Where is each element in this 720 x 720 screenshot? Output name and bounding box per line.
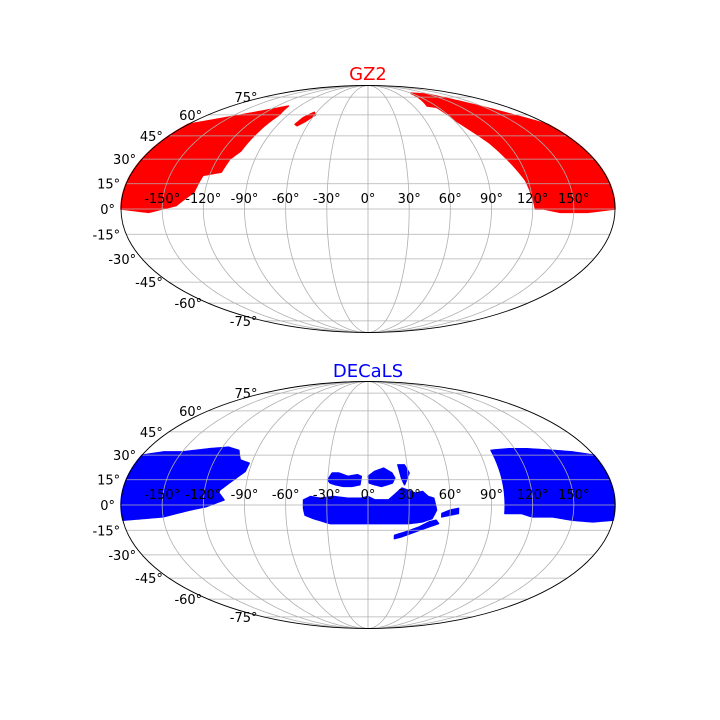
gz2-coverage-region — [294, 111, 317, 127]
decals-x-tick-label: 0° — [361, 488, 376, 503]
gz2-x-tick-label: -150° — [144, 192, 180, 207]
decals-x-tick-label: 60° — [439, 488, 462, 503]
decals-y-tick-label: 15° — [97, 474, 120, 489]
gz2-y-tick-label: 30° — [113, 153, 136, 168]
gz2-x-tick-label: 30° — [398, 192, 421, 207]
decals-y-tick-label: -75° — [230, 611, 258, 626]
decals-y-tick-label: 30° — [113, 449, 136, 464]
gz2-title: GZ2 — [349, 64, 387, 85]
gz2-y-tick-label: -15° — [92, 228, 120, 243]
decals-y-tick-label: -30° — [108, 549, 136, 564]
gz2-y-tick-label: 75° — [234, 91, 257, 106]
decals-x-tick-label: 120° — [517, 488, 548, 503]
gz2-y-tick-label: 15° — [97, 178, 120, 193]
decals-y-tick-label: -45° — [135, 572, 163, 587]
gz2-x-tick-label: 150° — [558, 192, 589, 207]
gz2-y-tick-label: 60° — [179, 109, 202, 124]
decals-y-tick-label: 0° — [100, 499, 115, 514]
decals-grid — [121, 381, 615, 629]
gz2-x-tick-label: -30° — [313, 192, 341, 207]
decals-x-tick-label: 90° — [480, 488, 503, 503]
gz2-panel: GZ2 -150° -120° -90° -60° -30° 0° 30° 60° 90° 120… — [92, 64, 616, 333]
decals-coverage-region — [367, 467, 396, 488]
decals-x-tick-label: -120° — [185, 488, 221, 503]
gz2-y-tick-label: -75° — [230, 315, 258, 330]
gz2-y-tick-label: 45° — [140, 130, 163, 145]
gz2-x-tick-label: 120° — [517, 192, 548, 207]
decals-x-tick-label: 30° — [398, 488, 421, 503]
decals-y-tick-label: 45° — [140, 426, 163, 441]
gz2-map-frame — [120, 85, 616, 333]
decals-y-tick-label: -15° — [92, 524, 120, 539]
gz2-tick-labels: -150° -120° -90° -60° -30° 0° 30° 60° 90° 120° 150… — [92, 91, 589, 330]
decals-y-tick-label: 60° — [179, 405, 202, 420]
decals-y-tick-label: -60° — [174, 593, 202, 608]
decals-coverage-region — [490, 448, 616, 523]
decals-x-tick-label: 150° — [558, 488, 589, 503]
decals-x-tick-label: -90° — [231, 488, 259, 503]
gz2-y-tick-label: -60° — [174, 297, 202, 312]
decals-panel: DECaLS -150° -120° -90° -60° -30° 0° 30° 60° 90°… — [92, 361, 616, 629]
gz2-x-tick-label: -90° — [231, 192, 259, 207]
gz2-y-tick-label: 0° — [100, 203, 115, 218]
decals-tick-labels: -150° -120° -90° -60° -30° 0° 30° 60° 90° 120° 150… — [92, 387, 589, 626]
decals-coverage-region — [393, 519, 440, 540]
gz2-grid — [121, 85, 615, 333]
decals-x-tick-label: -150° — [144, 488, 180, 503]
gz2-x-tick-label: 90° — [480, 192, 503, 207]
decals-y-tick-label: 75° — [234, 387, 257, 402]
gz2-x-tick-label: 60° — [439, 192, 462, 207]
gz2-x-tick-label: -120° — [185, 192, 221, 207]
decals-coverage-region — [302, 487, 438, 525]
gz2-x-tick-label: 0° — [361, 192, 376, 207]
decals-x-tick-label: -30° — [313, 488, 341, 503]
gz2-y-tick-label: -45° — [135, 276, 163, 291]
decals-sky-coverage — [120, 446, 616, 540]
gz2-x-tick-label: -60° — [272, 192, 300, 207]
decals-title: DECaLS — [333, 361, 403, 382]
decals-coverage-region — [120, 446, 250, 521]
gz2-y-tick-label: -30° — [108, 253, 136, 268]
decals-map-frame — [120, 381, 616, 629]
decals-x-tick-label: -60° — [272, 488, 300, 503]
